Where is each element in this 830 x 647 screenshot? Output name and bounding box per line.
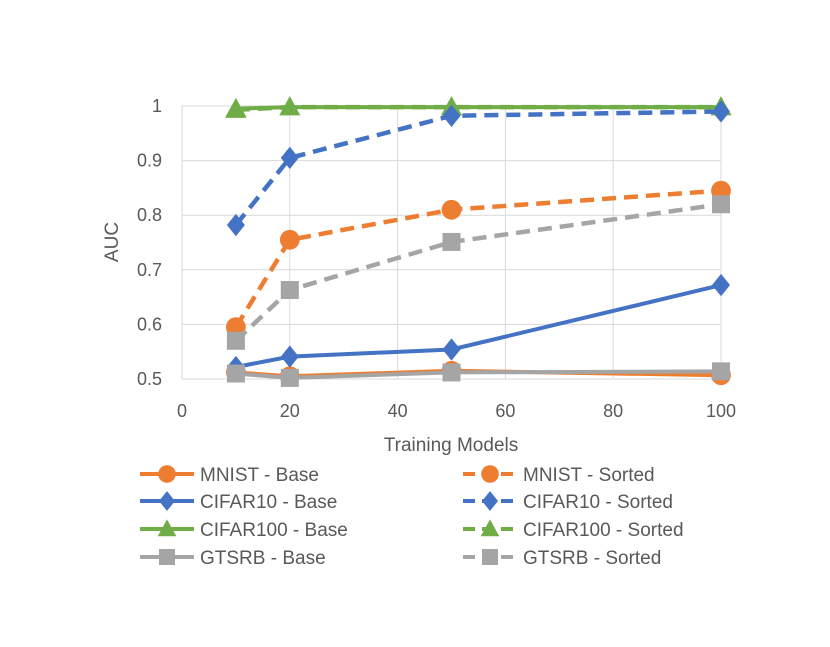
legend-entry: MNIST - Sorted xyxy=(463,465,655,486)
data-point xyxy=(280,368,299,387)
data-point xyxy=(226,213,245,237)
axes: 0 20 40 60 80 100 0.5 0.6 0.7 0.8 0.9 1 xyxy=(137,96,736,421)
series-line xyxy=(234,109,722,227)
legend-marker xyxy=(158,465,176,483)
legend-label: CIFAR10 - Base xyxy=(200,492,337,513)
x-tick-label: 100 xyxy=(706,401,736,421)
series-cifar10-base xyxy=(226,273,730,379)
data-point xyxy=(442,232,461,251)
x-tick-label: 60 xyxy=(495,401,515,421)
legend-marker xyxy=(157,519,177,537)
series-line xyxy=(234,202,722,343)
legend-label: MNIST - Base xyxy=(200,465,319,486)
legend-marker xyxy=(480,519,500,537)
x-tick-label: 40 xyxy=(388,401,408,421)
data-point xyxy=(442,363,461,382)
legend-marker xyxy=(482,549,498,565)
data-point xyxy=(279,229,300,250)
legend-marker xyxy=(482,491,498,511)
series-line xyxy=(233,188,722,329)
series-line xyxy=(235,369,722,380)
x-tick-label: 20 xyxy=(280,401,300,421)
legend-entry: GTSRB - Sorted xyxy=(463,548,661,569)
data-point xyxy=(712,273,730,297)
data-point xyxy=(280,281,299,300)
y-axis-title: AUC xyxy=(102,222,123,262)
legend-label: MNIST - Sorted xyxy=(523,465,655,486)
data-point xyxy=(226,331,245,350)
series-cifar10-sorted xyxy=(226,100,730,237)
legend-label: CIFAR10 - Sorted xyxy=(523,492,673,513)
data-point xyxy=(226,364,245,383)
legend-label: GTSRB - Base xyxy=(200,548,326,569)
data-point xyxy=(442,104,461,127)
y-tick-label: 1 xyxy=(152,96,162,116)
y-tick-label: 0.6 xyxy=(137,314,162,334)
series-line xyxy=(235,283,722,369)
data-point xyxy=(279,96,301,116)
x-tick-label: 0 xyxy=(177,401,187,421)
data-point xyxy=(225,99,247,118)
y-tick-label: 0.5 xyxy=(137,369,162,389)
x-tick-label: 80 xyxy=(603,401,623,421)
legend-entry: MNIST - Base xyxy=(140,465,319,486)
legend-marker xyxy=(481,465,499,483)
series-line xyxy=(235,104,721,113)
data-point xyxy=(712,195,730,214)
legend-label: CIFAR100 - Base xyxy=(200,520,348,541)
data-point xyxy=(442,338,461,361)
series-lines xyxy=(225,96,732,387)
data-point xyxy=(441,199,462,220)
x-axis-title: Training Models xyxy=(384,435,518,456)
legend-label: GTSRB - Sorted xyxy=(523,548,661,569)
legend: MNIST - Base MNIST - Sorted CIFAR10 - Base… xyxy=(140,465,684,569)
legend-entry: GTSRB - Base xyxy=(140,548,326,569)
legend-marker xyxy=(159,491,175,511)
data-point xyxy=(712,100,730,123)
legend-entry: CIFAR100 - Base xyxy=(140,519,348,541)
y-tick-label: 0.8 xyxy=(137,205,162,225)
legend-label: CIFAR100 - Sorted xyxy=(523,520,684,541)
series-gtsrb-sorted xyxy=(226,195,730,350)
legend-marker xyxy=(159,549,175,565)
legend-entry: CIFAR100 - Sorted xyxy=(463,519,684,541)
y-tick-label: 0.7 xyxy=(137,260,162,280)
legend-entry: CIFAR10 - Sorted xyxy=(463,491,673,513)
legend-entry: CIFAR10 - Base xyxy=(140,491,337,513)
data-point xyxy=(712,362,730,381)
data-point xyxy=(280,345,299,368)
series-gtsrb-base xyxy=(226,362,730,387)
series-mnist-sorted xyxy=(226,180,731,338)
data-point xyxy=(280,146,299,170)
y-tick-label: 0.9 xyxy=(137,151,162,171)
